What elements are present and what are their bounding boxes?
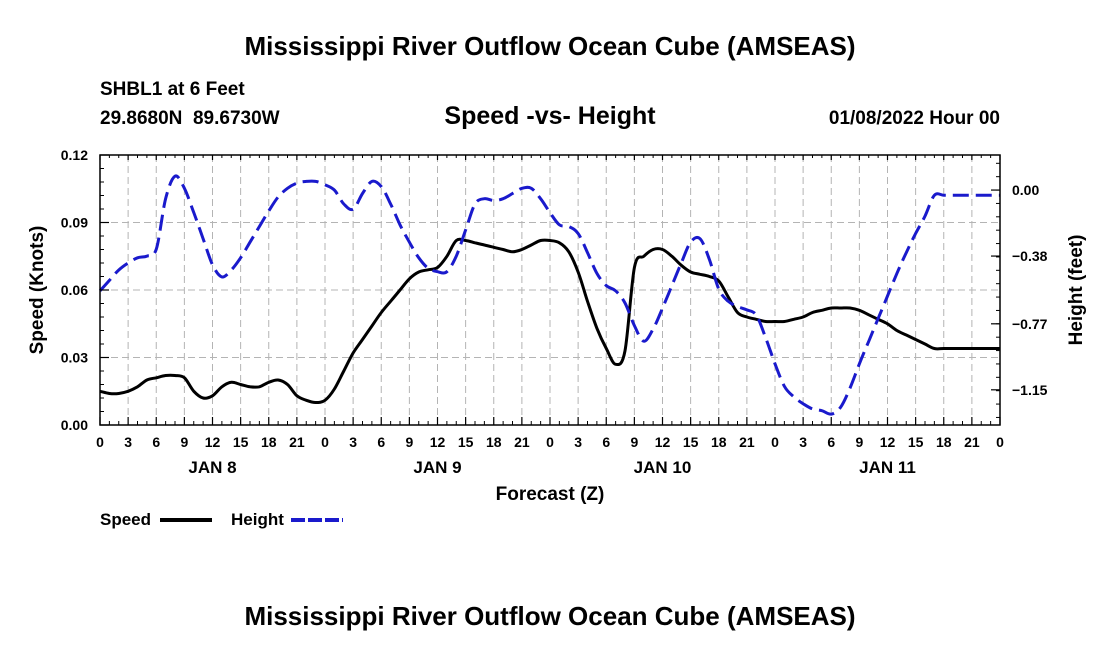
day-label: JAN 8 — [188, 458, 236, 477]
legend-speed-label: Speed — [100, 510, 151, 529]
x-tick-label: 9 — [405, 434, 413, 450]
y-axis-label-left: Speed (Knots) — [27, 226, 48, 355]
x-tick-label: 21 — [289, 434, 305, 450]
x-tick-label: 0 — [771, 434, 779, 450]
y-left-tick-label: 0.06 — [61, 282, 88, 298]
x-tick-label: 21 — [739, 434, 755, 450]
x-tick-label: 15 — [908, 434, 924, 450]
y-left-tick-label: 0.12 — [61, 147, 88, 163]
x-tick-label: 15 — [233, 434, 249, 450]
x-tick-label: 6 — [827, 434, 835, 450]
day-label: JAN 10 — [634, 458, 692, 477]
x-tick-label: 12 — [655, 434, 671, 450]
x-tick-label: 12 — [880, 434, 896, 450]
x-tick-label: 3 — [799, 434, 807, 450]
legend-height-label: Height — [231, 510, 284, 529]
x-tick-label: 6 — [152, 434, 160, 450]
x-tick-label: 0 — [96, 434, 104, 450]
x-tick-label: 18 — [261, 434, 277, 450]
x-tick-label: 9 — [855, 434, 863, 450]
x-tick-label: 18 — [936, 434, 952, 450]
bottom-title: Mississippi River Outflow Ocean Cube (AM… — [244, 601, 855, 631]
x-tick-label: 0 — [546, 434, 554, 450]
station-coords: 29.8680N 89.6730W — [100, 108, 280, 129]
x-tick-label: 18 — [711, 434, 727, 450]
axes: 0 3 6 9 12 15 18 21 0 3 6 9 12 15 18 21 0 3 6 9 12 15 18 21 0 3 6 9… — [61, 147, 1048, 477]
x-tick-label: 9 — [180, 434, 188, 450]
series-layer — [98, 174, 1000, 416]
x-tick-label: 9 — [630, 434, 638, 450]
x-tick-label: 21 — [514, 434, 530, 450]
x-tick-label: 3 — [574, 434, 582, 450]
day-label: JAN 11 — [859, 458, 916, 477]
series-line-speed — [99, 237, 1000, 404]
x-tick-label: 6 — [377, 434, 385, 450]
x-tick-label: 3 — [349, 434, 357, 450]
x-tick-label: 0 — [996, 434, 1004, 450]
main-title: Mississippi River Outflow Ocean Cube (AM… — [244, 31, 855, 61]
y-left-tick-label: 0.03 — [61, 350, 88, 366]
y-right-tick-label: −0.38 — [1012, 248, 1048, 264]
chart-subtitle: Speed -vs- Height — [444, 102, 656, 130]
x-tick-label: 21 — [964, 434, 980, 450]
y-axis-label-right: Height (feet) — [1066, 235, 1087, 346]
x-tick-label: 12 — [430, 434, 446, 450]
series-line-height — [98, 174, 1000, 416]
x-tick-label: 18 — [486, 434, 502, 450]
x-tick-label: 15 — [683, 434, 699, 450]
forecast-datetime: 01/08/2022 Hour 00 — [829, 108, 1000, 129]
y-left-tick-label: 0.00 — [61, 417, 88, 433]
station-label: SHBL1 at 6 Feet — [100, 79, 245, 100]
y-right-tick-label: 0.00 — [1012, 182, 1039, 198]
y-right-tick-label: −0.77 — [1012, 316, 1048, 332]
y-left-tick-label: 0.09 — [61, 215, 88, 231]
x-tick-label: 3 — [124, 434, 132, 450]
x-tick-label: 6 — [602, 434, 610, 450]
y-right-tick-label: −1.15 — [1012, 382, 1048, 398]
x-tick-label: 15 — [458, 434, 474, 450]
x-tick-label: 0 — [321, 434, 329, 450]
legend: Speed Height — [100, 510, 343, 529]
x-axis-label: Forecast (Z) — [496, 484, 605, 505]
x-tick-label: 12 — [205, 434, 221, 450]
day-label: JAN 9 — [413, 458, 461, 477]
grid-lines — [100, 155, 1000, 425]
